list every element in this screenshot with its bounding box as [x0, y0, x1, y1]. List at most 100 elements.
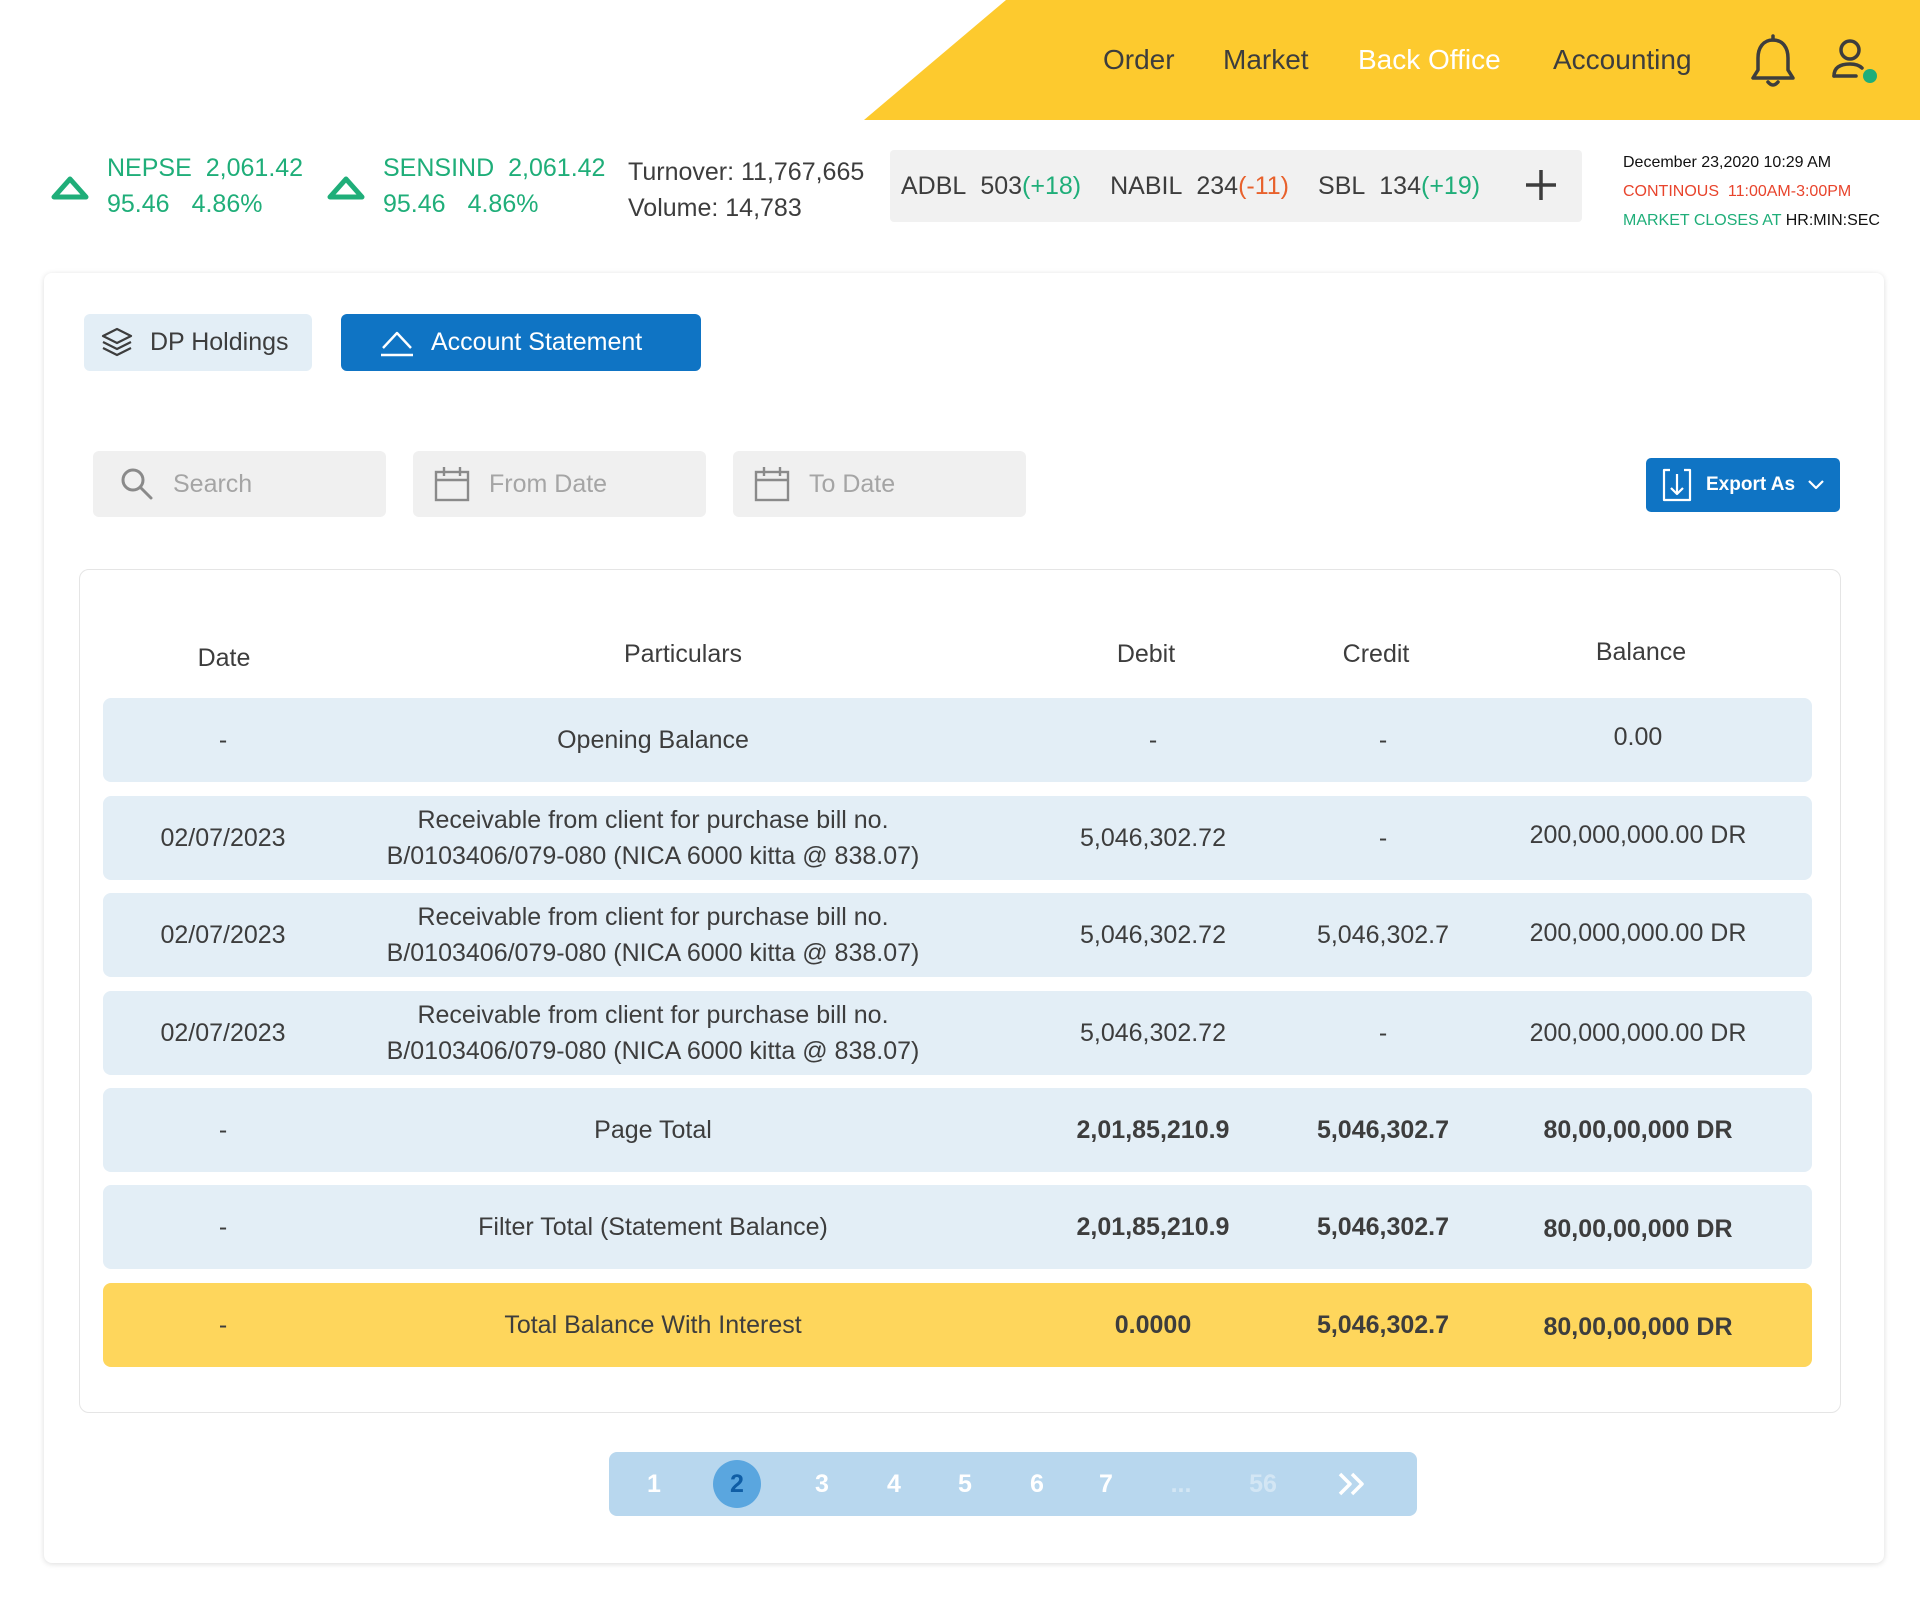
watchlist-item[interactable]: SBL 134(+19) [1318, 172, 1480, 201]
cell-credit: - [1378, 726, 1388, 754]
tab-dp-holdings[interactable]: DP Holdings [84, 314, 312, 371]
watchlist-item[interactable]: NABIL 234(-11) [1110, 172, 1289, 201]
market-closes-label: MARKET CLOSES AT [1623, 212, 1782, 229]
cell-date: 02/07/2023 [160, 921, 286, 949]
stock-symbol: ADBL [901, 171, 967, 200]
index-percent: 4.86% [467, 190, 539, 218]
stock-symbol: SBL [1318, 171, 1366, 200]
table-row-total-with-interest[interactable]: - Total Balance With Interest 0.0000 5,0… [103, 1283, 1812, 1367]
cell-credit: 5,046,302.7 [1316, 1213, 1450, 1241]
double-chevron-right-icon [1338, 1472, 1364, 1496]
cell-debit: 5,046,302.72 [1080, 921, 1226, 949]
volume-text: Volume: 14,783 [628, 194, 802, 222]
export-as-button[interactable]: Export As [1646, 458, 1840, 512]
layers-icon [101, 327, 133, 356]
header-balance: Balance [1595, 638, 1687, 666]
chevron-down-icon [1808, 480, 1824, 490]
stock-price: 134 [1379, 171, 1421, 200]
tab-account-statement[interactable]: Account Statement [341, 314, 701, 371]
table-row[interactable]: 02/07/2023 Receivable from client for pu… [103, 796, 1812, 880]
cell-balance: 200,000,000.00 DR [1529, 919, 1747, 947]
nav-order[interactable]: Order [1103, 44, 1175, 75]
cell-particulars: Opening Balance [557, 726, 749, 754]
nav-market[interactable]: Market [1223, 44, 1309, 75]
nav-accounting[interactable]: Accounting [1553, 44, 1692, 75]
table-row[interactable]: - Opening Balance - - 0.00 [103, 698, 1812, 782]
index-percent: 4.86% [191, 190, 263, 218]
search-icon [121, 468, 153, 500]
stock-price: 234 [1196, 171, 1239, 200]
market-closes: MARKET CLOSES AT HR:MIN:SEC [1623, 206, 1880, 235]
watchlist-item[interactable]: ADBL 503(+18) [901, 172, 1081, 201]
stock-symbol: NABIL [1110, 171, 1183, 200]
watchlist-bar: ADBL 503(+18) NABIL 234(-11) SBL 134(+19) [890, 150, 1582, 222]
nav-back-office[interactable]: Back Office [1358, 44, 1501, 75]
cell-particulars: Receivable from client for purchase bill… [386, 903, 920, 967]
cell-particulars: Page Total [594, 1116, 712, 1144]
cell-debit: 2,01,85,210.9 [1076, 1116, 1230, 1144]
cell-date: 02/07/2023 [160, 1019, 286, 1047]
cell-debit: 5,046,302.72 [1080, 824, 1226, 852]
cell-balance: 200,000,000.00 DR [1529, 1019, 1747, 1047]
cell-particulars: Filter Total (Statement Balance) [478, 1213, 828, 1241]
index-change: 95.46 [107, 190, 170, 218]
table-row[interactable]: 02/07/2023 Receivable from client for pu… [103, 991, 1812, 1075]
bell-icon[interactable] [1748, 34, 1798, 90]
page-button[interactable]: 7 [1099, 1469, 1113, 1498]
eject-icon [381, 331, 413, 356]
stock-change: (-11) [1238, 171, 1290, 200]
calendar-icon [434, 467, 470, 502]
from-date-input[interactable] [489, 469, 689, 499]
page-button[interactable]: 6 [1030, 1469, 1044, 1498]
page-button[interactable]: 4 [887, 1469, 901, 1498]
add-stock-icon[interactable] [1522, 166, 1560, 204]
index-value: 2,061.42 [508, 154, 606, 182]
turnover-text: Turnover: 11,767,665 [628, 158, 865, 186]
header-debit: Debit [1116, 640, 1176, 668]
user-profile-icon[interactable] [1828, 36, 1880, 88]
cell-debit: - [1148, 726, 1158, 754]
header-credit: Credit [1342, 640, 1410, 668]
cell-credit: 5,046,302.7 [1316, 921, 1450, 949]
from-date-field[interactable] [413, 451, 706, 517]
index-value: 2,061.42 [205, 154, 304, 182]
search-input[interactable] [173, 469, 373, 499]
page-button[interactable]: 5 [958, 1469, 972, 1498]
pagination: 1 2 3 4 5 6 7 ... 56 [609, 1452, 1417, 1516]
index-name: NEPSE [107, 154, 192, 182]
cell-credit: - [1378, 824, 1388, 852]
cell-credit: 5,046,302.7 [1316, 1311, 1450, 1339]
market-summary: Turnover: 11,767,665 Volume: 14,783 [628, 154, 864, 226]
to-date-input[interactable] [809, 469, 1009, 499]
cell-date: - [218, 1116, 228, 1144]
search-field[interactable] [93, 451, 386, 517]
top-nav-bar [864, 0, 1920, 120]
stock-price: 503 [980, 171, 1023, 200]
cell-particulars: Receivable from client for purchase bill… [386, 1001, 920, 1065]
cell-balance: 80,00,00,000 DR [1543, 1313, 1733, 1341]
page-button-current[interactable]: 2 [713, 1460, 761, 1508]
cell-debit: 2,01,85,210.9 [1076, 1213, 1230, 1241]
table-row-filter-total[interactable]: - Filter Total (Statement Balance) 2,01,… [103, 1185, 1812, 1269]
cell-particulars: Receivable from client for purchase bill… [386, 806, 920, 870]
tab-label: DP Holdings [150, 328, 289, 356]
export-label: Export As [1706, 474, 1796, 495]
cell-debit: 5,046,302.72 [1080, 1019, 1226, 1047]
market-session: CONTINOUS 11:00AM-3:00PM [1623, 183, 1852, 200]
cell-particulars: Total Balance With Interest [504, 1311, 802, 1339]
up-arrow-icon [51, 176, 89, 200]
table-row[interactable]: 02/07/2023 Receivable from client for pu… [103, 893, 1812, 977]
next-page-button[interactable] [1332, 1464, 1372, 1504]
page-button[interactable]: 1 [647, 1469, 661, 1498]
to-date-field[interactable] [733, 451, 1026, 517]
header-date: Date [197, 644, 251, 672]
page-ellipsis: ... [1170, 1469, 1192, 1498]
page-button[interactable]: 3 [815, 1469, 829, 1498]
page-button-last[interactable]: 56 [1249, 1469, 1277, 1498]
table-row-page-total[interactable]: - Page Total 2,01,85,210.9 5,046,302.7 8… [103, 1088, 1812, 1172]
cell-debit: 0.0000 [1114, 1311, 1192, 1339]
tab-label: Account Statement [431, 328, 643, 356]
cell-credit: - [1378, 1019, 1388, 1047]
cell-date: 02/07/2023 [160, 824, 286, 852]
cell-balance: 80,00,00,000 DR [1543, 1215, 1733, 1243]
